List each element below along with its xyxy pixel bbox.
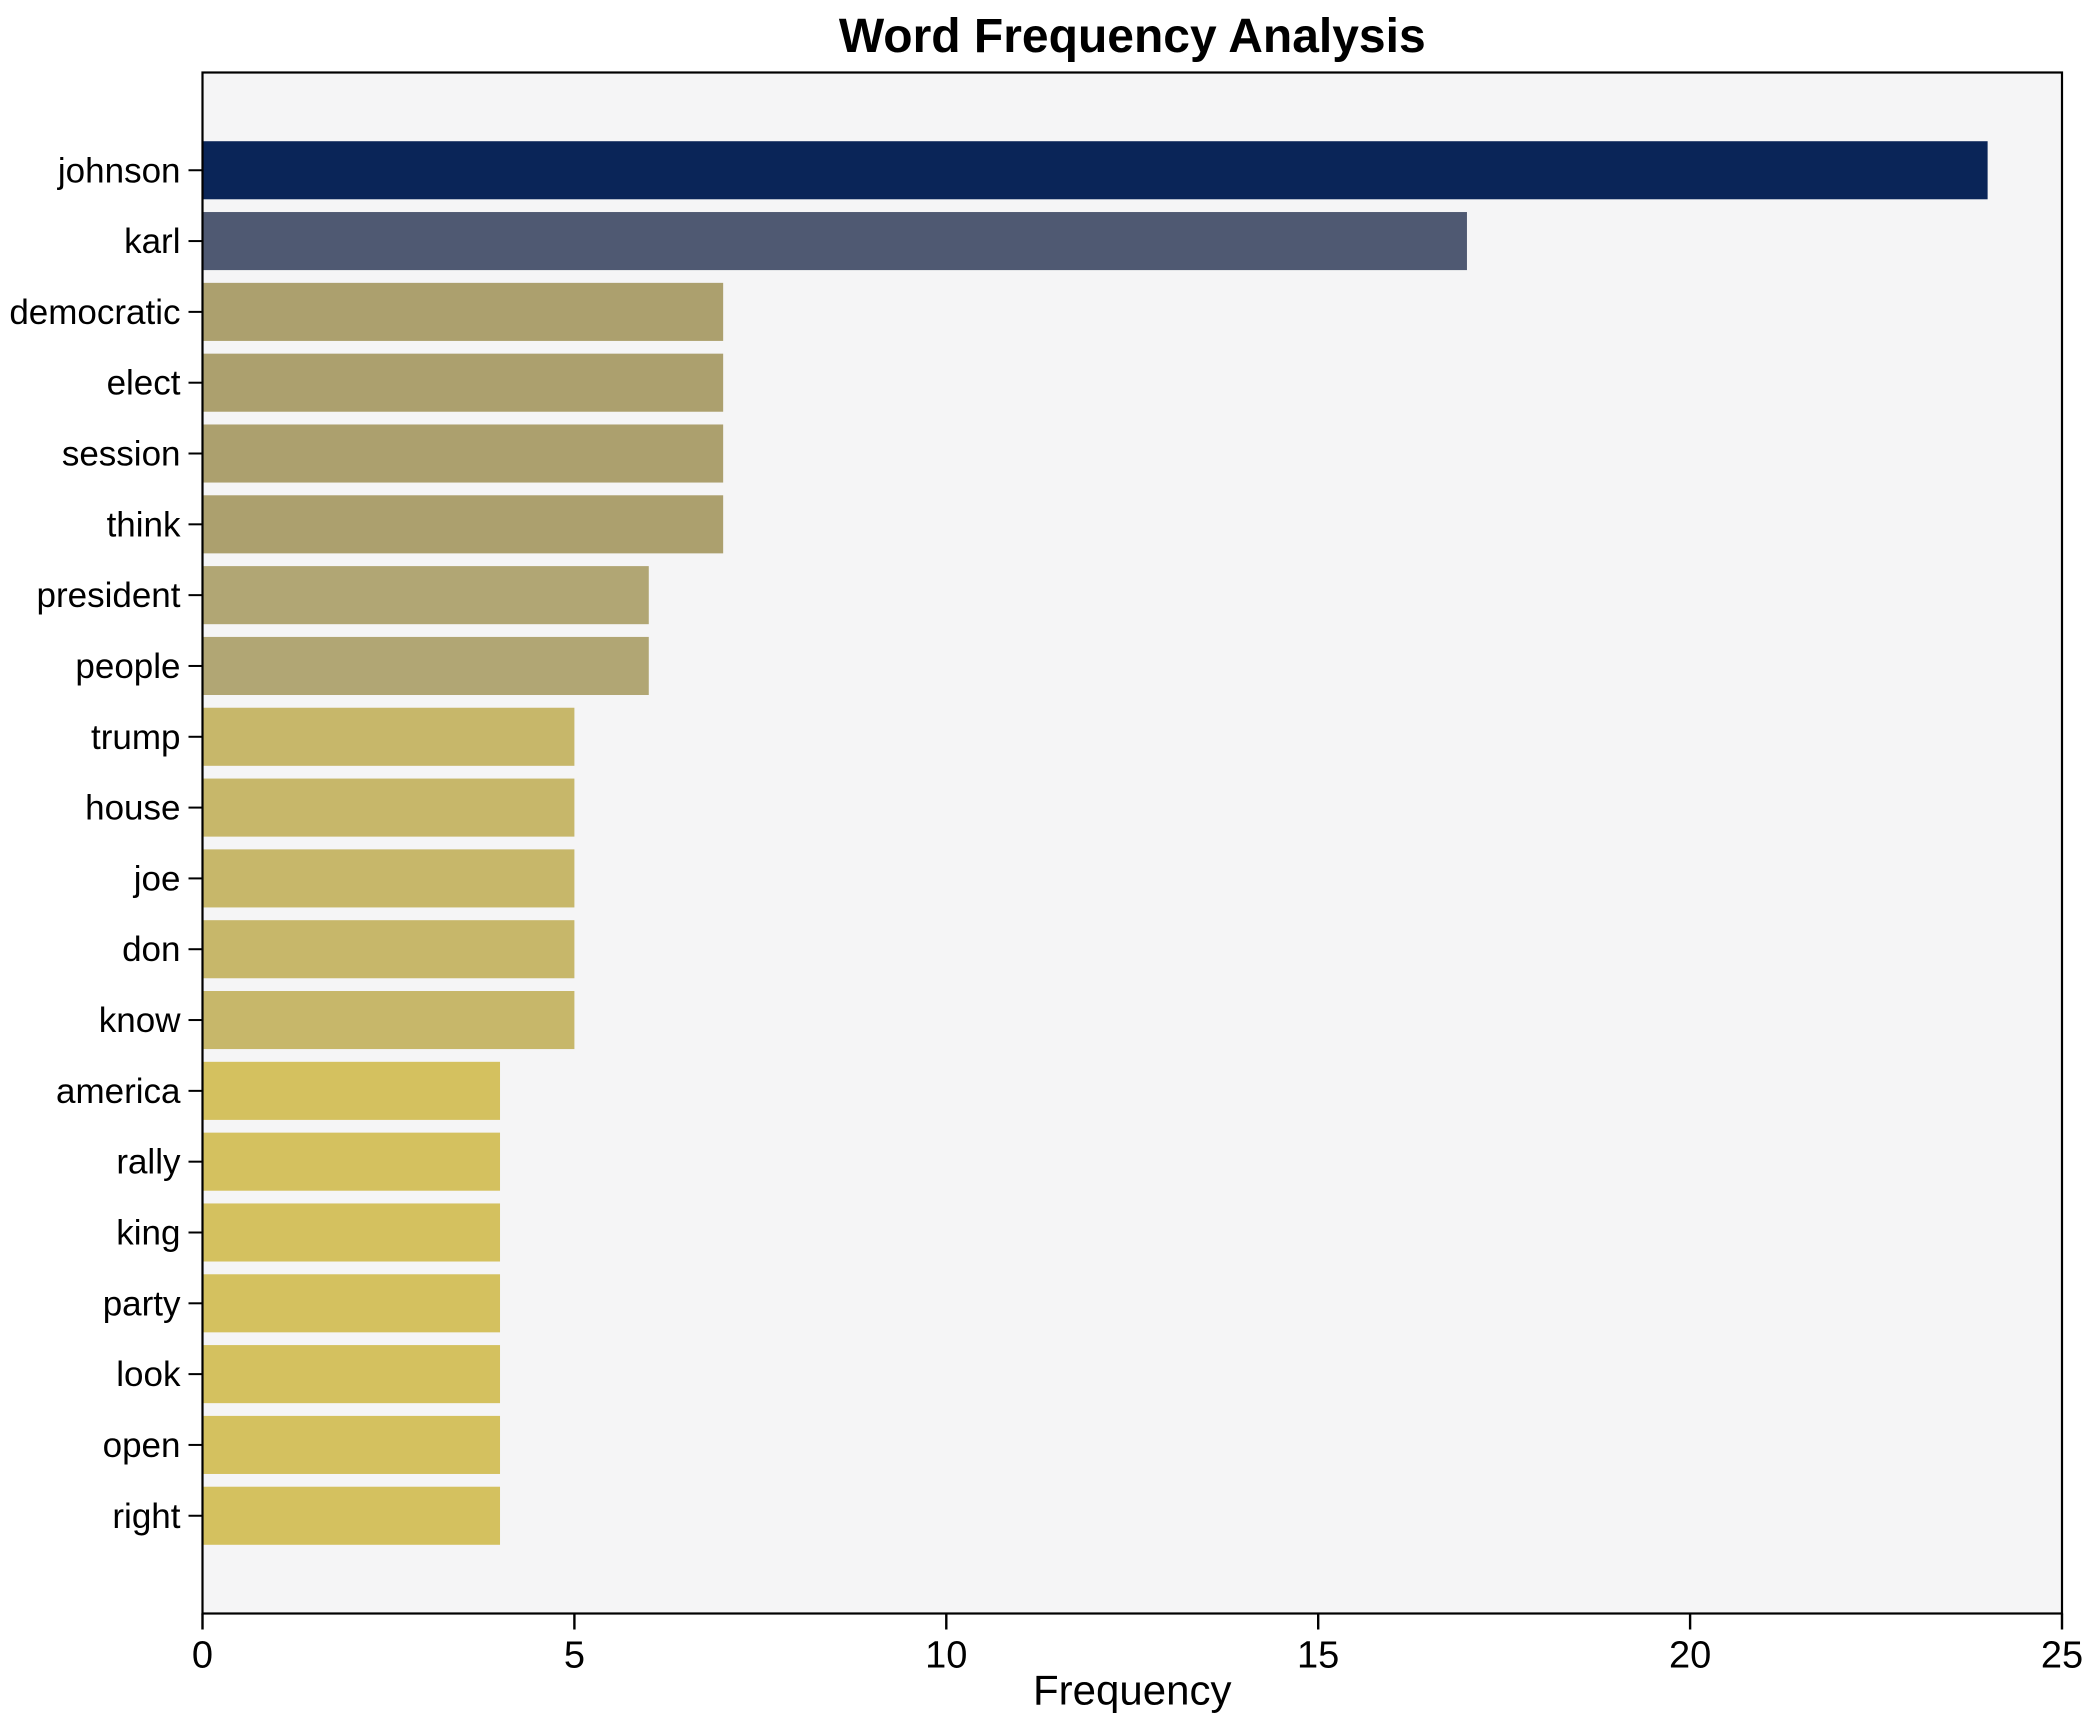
svg-text:20: 20 <box>1669 1635 1711 1677</box>
svg-text:party: party <box>103 1284 181 1323</box>
svg-text:25: 25 <box>2041 1635 2083 1677</box>
svg-text:america: america <box>56 1072 181 1111</box>
svg-text:10: 10 <box>925 1635 967 1677</box>
svg-text:rally: rally <box>116 1143 181 1182</box>
svg-text:session: session <box>62 435 181 474</box>
svg-text:democratic: democratic <box>9 293 180 332</box>
svg-text:Frequency: Frequency <box>1033 1667 1231 1714</box>
svg-text:5: 5 <box>564 1635 585 1677</box>
svg-text:karl: karl <box>124 222 180 261</box>
svg-text:0: 0 <box>192 1635 213 1677</box>
svg-text:15: 15 <box>1297 1635 1339 1677</box>
svg-text:joe: joe <box>133 859 181 898</box>
svg-text:right: right <box>112 1497 180 1536</box>
svg-text:think: think <box>107 505 181 544</box>
svg-text:don: don <box>122 930 180 969</box>
svg-text:trump: trump <box>91 718 180 757</box>
svg-text:look: look <box>116 1355 181 1394</box>
svg-text:johnson: johnson <box>57 151 181 190</box>
svg-text:president: president <box>37 576 181 615</box>
svg-text:Word Frequency Analysis: Word Frequency Analysis <box>839 10 1426 63</box>
svg-text:elect: elect <box>107 364 181 403</box>
svg-text:king: king <box>116 1213 180 1252</box>
svg-text:house: house <box>85 789 180 828</box>
svg-text:know: know <box>99 1001 181 1040</box>
svg-text:open: open <box>103 1426 181 1465</box>
svg-text:people: people <box>75 647 180 686</box>
